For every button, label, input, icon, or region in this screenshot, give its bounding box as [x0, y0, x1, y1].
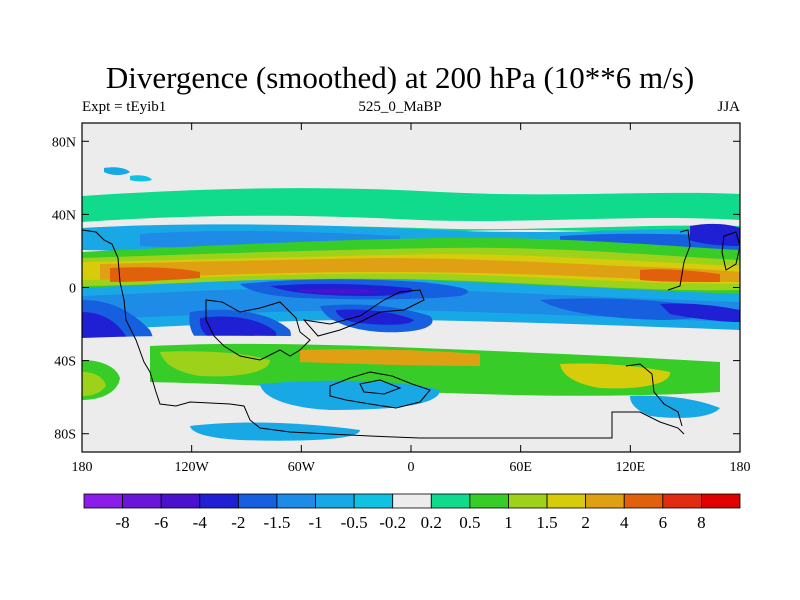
- colorbar-label: 0.5: [459, 513, 480, 532]
- colorbar-swatch: [392, 493, 432, 509]
- contour-band: [560, 363, 671, 389]
- colorbar-label: -6: [154, 513, 168, 532]
- colorbar-label: -2: [231, 513, 245, 532]
- colorbar-label: -0.5: [341, 513, 368, 532]
- contour-band: [300, 349, 480, 366]
- colorbar: [83, 493, 741, 509]
- colorbar-label: -0.2: [379, 513, 406, 532]
- colorbar-swatch: [623, 493, 664, 509]
- experiment-label: Expt = tEyib1: [82, 99, 167, 115]
- contour-band: [160, 351, 270, 377]
- x-tick-label: 0: [408, 460, 415, 475]
- colorbar-swatch: [122, 493, 162, 509]
- colorbar-swatch: [276, 493, 316, 509]
- colorbar-label: -4: [193, 513, 208, 532]
- contour-band: [100, 258, 740, 282]
- x-tick-label: 180: [72, 460, 93, 475]
- coastlines: [82, 229, 740, 439]
- contour-band: [300, 288, 380, 294]
- period-label: 525_0_MaBP: [358, 99, 442, 115]
- colorbar-swatch: [199, 493, 239, 509]
- colorbar-label: 0.2: [421, 513, 442, 532]
- contour-band: [104, 167, 130, 175]
- contour-band: [640, 269, 720, 282]
- contour-band: [336, 309, 414, 325]
- colorbar-swatch: [83, 493, 123, 509]
- contour-band: [110, 267, 200, 282]
- colorbar-label: 2: [581, 513, 590, 532]
- colorbar-label: -1: [308, 513, 322, 532]
- colorbar-label: 8: [697, 513, 706, 532]
- plot-title: Divergence (smoothed) at 200 hPa (10**6 …: [105, 60, 695, 95]
- colorbar-swatch: [662, 493, 702, 509]
- y-tick-label: 80S: [54, 428, 76, 443]
- colorbar-swatch: [469, 493, 509, 509]
- colorbar-swatch: [546, 493, 587, 509]
- colorbar-label: -8: [116, 513, 130, 532]
- contour-band: [82, 287, 740, 322]
- colorbar-label: 1: [504, 513, 513, 532]
- contour-band: [630, 395, 720, 418]
- x-tick-label: 60W: [288, 460, 316, 475]
- contour-band: [190, 422, 360, 441]
- x-tick-label: 120E: [616, 460, 646, 475]
- contour-field: [82, 123, 740, 452]
- colorbar-swatch: [315, 493, 355, 509]
- x-tick-label: 120W: [175, 460, 210, 475]
- season-label: JJA: [717, 99, 740, 115]
- colorbar-swatch: [585, 493, 625, 509]
- colorbar-label: 1.5: [536, 513, 557, 532]
- colorbar-swatch: [160, 493, 201, 509]
- contour-band: [690, 223, 740, 246]
- y-tick-label: 40S: [54, 355, 76, 370]
- colorbar-label: 4: [620, 513, 629, 532]
- y-tick-label: 0: [69, 282, 76, 297]
- colorbar-swatch: [353, 493, 394, 509]
- y-tick-label: 80N: [52, 135, 76, 150]
- colorbar-swatch: [237, 493, 278, 509]
- x-tick-label: 180: [730, 460, 751, 475]
- colorbar-label: -1.5: [263, 513, 290, 532]
- x-tick-label: 60E: [509, 460, 532, 475]
- contour-band: [260, 380, 440, 410]
- colorbar-swatch: [701, 493, 741, 509]
- contour-band: [130, 175, 152, 182]
- y-tick-label: 40N: [52, 208, 76, 223]
- colorbar-label: 6: [659, 513, 668, 532]
- colorbar-swatch: [430, 493, 471, 509]
- contour-band: [660, 303, 740, 322]
- contour-band: [82, 372, 106, 396]
- colorbar-swatch: [508, 493, 548, 509]
